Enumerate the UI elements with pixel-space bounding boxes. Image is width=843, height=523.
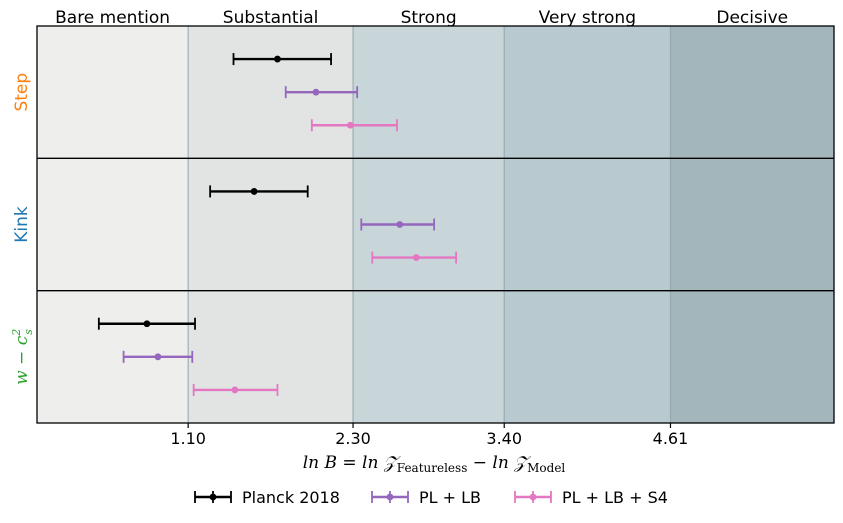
region-label-very-strong: Very strong [539, 8, 636, 28]
legend-item-planck-2018: Planck 2018 [194, 488, 340, 507]
point-planck-2018-kink [209, 185, 309, 198]
point-pl-lb-step [284, 86, 359, 99]
point-pl-lb-s4-kink [371, 251, 458, 264]
legend-marker [209, 493, 217, 501]
x-axis-ticks: 1.10 2.30 3.40 4.61 [170, 423, 688, 448]
x-tick-label: 3.40 [486, 429, 522, 448]
legend-label: PL + LB + S4 [562, 488, 668, 507]
region-label-strong: Strong [401, 8, 457, 28]
legend-marker [386, 493, 394, 501]
legend-label: PL + LB [419, 488, 481, 507]
panel-label-sup: 2 [10, 329, 23, 337]
point-pl-lb-kink [360, 218, 436, 231]
plot-frame [36, 25, 835, 424]
x-axis-label: ln B = ln 𝒵Featureless − ln 𝒵Model [303, 453, 566, 475]
panel-label-w-cs2: w − c2s [10, 329, 35, 385]
marker [412, 254, 420, 261]
marker [396, 221, 404, 228]
point-pl-lb-s4-step [310, 119, 398, 132]
x-tick-label: 2.30 [335, 429, 371, 448]
region-label-substantial: Substantial [223, 8, 319, 28]
point-pl-lb-s4-w-c [192, 383, 279, 396]
xlabel-mid: − ln [467, 453, 514, 473]
panel-label-step: Step [12, 73, 32, 112]
region-label-bare-mention: Bare mention [55, 8, 170, 28]
marker [250, 188, 258, 195]
marker [154, 353, 162, 361]
region-decisive [670, 26, 834, 423]
panel-label-kink: Kink [12, 206, 32, 243]
region-label-decisive: Decisive [716, 8, 788, 28]
panel-label-main: w − c [12, 335, 32, 385]
legend: Planck 2018 PL + LB PL + LB + S4 [194, 488, 668, 507]
legend-label: Planck 2018 [242, 488, 340, 507]
plot-border [36, 25, 835, 424]
panel-label-sub: s [22, 329, 35, 335]
region-bare-mention [37, 26, 189, 423]
point-pl-lb-w-c [122, 350, 194, 363]
x-tick-label: 1.10 [170, 429, 206, 448]
marker [143, 320, 151, 328]
xlabel-z1: 𝒵 [383, 453, 401, 473]
x-tick-label: 4.61 [653, 429, 689, 448]
legend-marker [529, 493, 537, 501]
data-points [97, 53, 458, 396]
marker [274, 55, 281, 63]
marker [231, 386, 239, 394]
region-very-strong [504, 26, 671, 423]
evidence-regions [37, 26, 834, 423]
legend-item-pl-lb: PL + LB [371, 488, 481, 507]
panel-labels: Step Kink w − c2s [10, 73, 35, 385]
point-planck-2018-w-c [97, 317, 196, 330]
xlabel-sub2: Model [527, 461, 565, 475]
marker [346, 121, 354, 129]
xlabel-z2: 𝒵 [513, 453, 531, 473]
region-substantial [188, 26, 354, 423]
marker [312, 88, 320, 96]
xlabel-sub1: Featureless [397, 461, 468, 475]
region-labels: Bare mention Substantial Strong Very strong… [55, 8, 788, 28]
xlabel-lhs: ln B = ln [303, 453, 384, 473]
legend-item-pl-lb-s4: PL + LB + S4 [514, 488, 668, 507]
point-planck-2018-step [232, 53, 332, 66]
